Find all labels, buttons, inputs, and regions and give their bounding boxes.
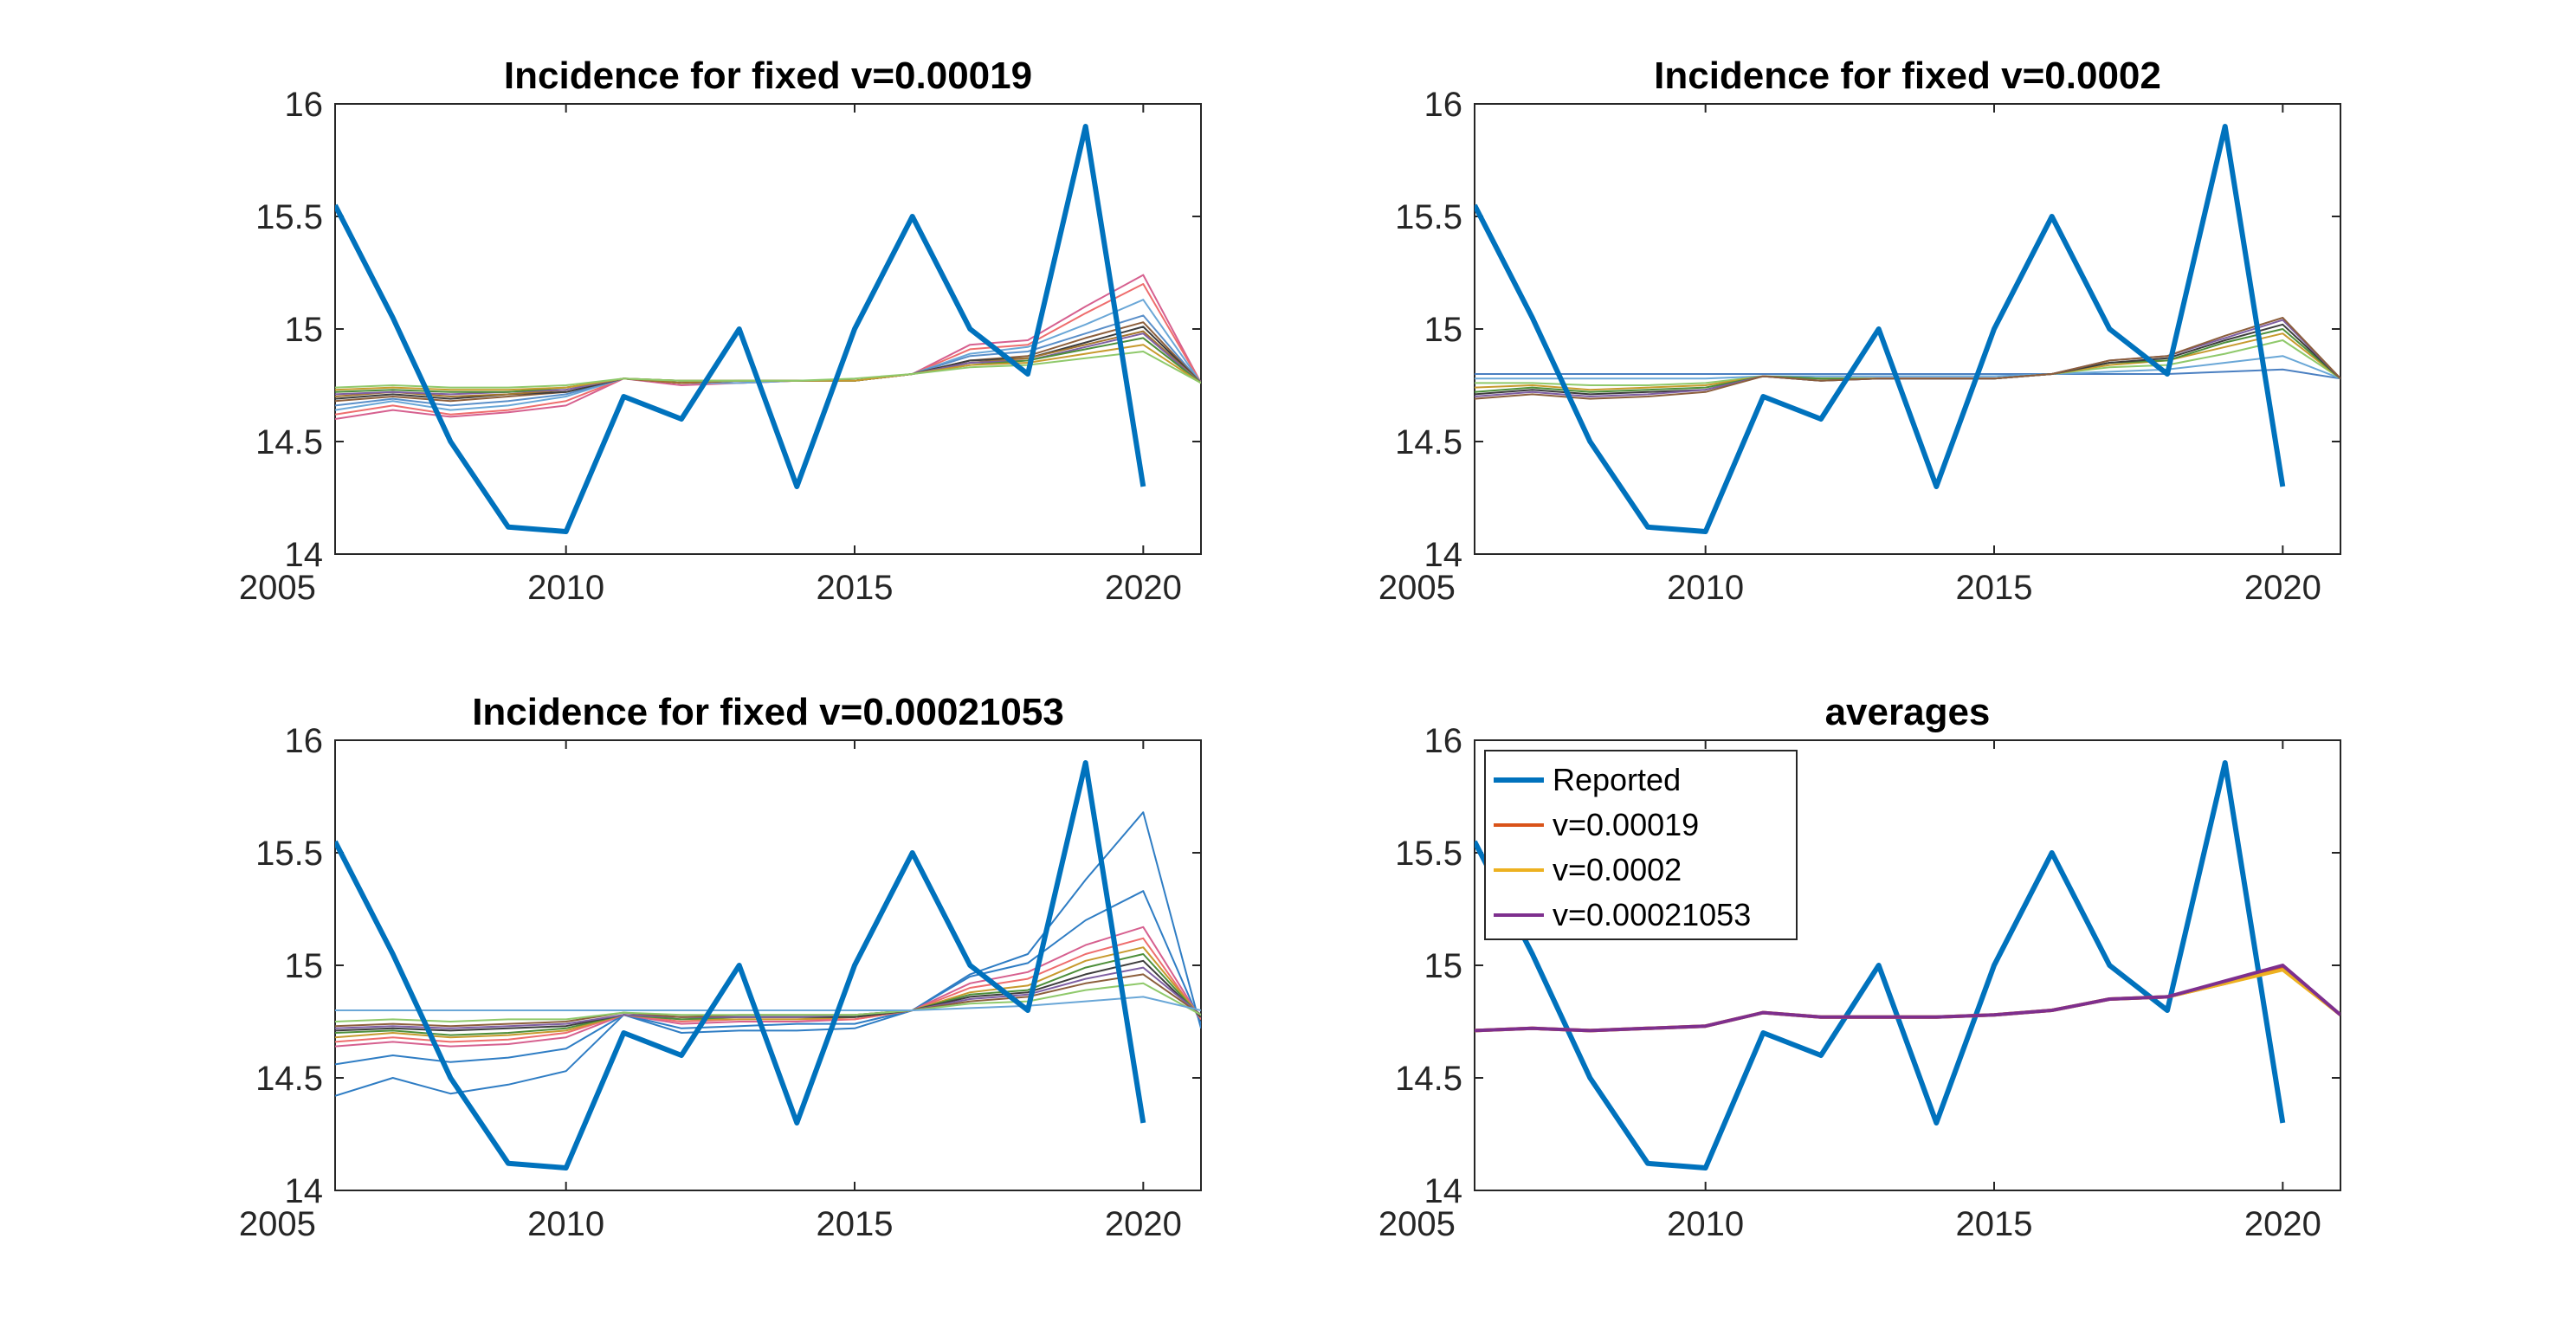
simulation-line: [335, 996, 1201, 1011]
plot-area: [1475, 760, 2340, 1171]
legend-label: Reported: [1553, 762, 1681, 797]
chart-title: Incidence for fixed v=0.0002: [1654, 55, 2161, 97]
x-tick-label: 2010: [527, 1205, 604, 1243]
x-tick-label: 2005: [1378, 1205, 1456, 1243]
x-tick-label: 2005: [1378, 569, 1456, 607]
simulation-line: [335, 811, 1201, 1097]
x-tick-label: 2015: [1956, 569, 2033, 607]
y-tick-label: 16: [285, 86, 324, 124]
reported-line: [1475, 124, 2286, 534]
y-tick-label: 16: [1424, 86, 1463, 124]
x-tick-label: 2015: [817, 1205, 894, 1243]
y-tick-label: 14.5: [255, 1060, 323, 1098]
x-tick-label: 2005: [239, 569, 316, 607]
y-tick-label: 16: [285, 722, 324, 760]
y-tick-label: 14: [1424, 1172, 1463, 1210]
simulation-line: [1475, 317, 2340, 400]
x-tick-label: 2010: [527, 569, 604, 607]
x-tick-label: 2020: [2244, 569, 2321, 607]
plot-area: [335, 124, 1201, 534]
legend-label: v=0.00019: [1553, 807, 1699, 842]
y-tick-label: 16: [1424, 722, 1463, 760]
simulation-line: [335, 890, 1201, 1066]
y-tick-label: 15.5: [1395, 198, 1462, 236]
simulation-line: [335, 966, 1201, 1029]
simulation-line: [335, 925, 1201, 1048]
simulation-line: [1475, 355, 2340, 380]
reported-line: [1475, 760, 2286, 1171]
reported-line: [335, 124, 1146, 534]
average-line-v=0.00021053: [1475, 964, 2340, 1033]
subplot-top-right: 14 14.5 15 15.5 16 2005 2010 2015 2020 Incidence …: [1378, 55, 2341, 607]
y-tick-label: 14.5: [255, 423, 323, 461]
simulation-line: [335, 351, 1201, 389]
x-tick-label: 2005: [239, 1205, 316, 1243]
x-tick-label: 2015: [1956, 1205, 2033, 1243]
x-tick-label: 2020: [1105, 1205, 1182, 1243]
y-tick-label: 15: [285, 311, 324, 349]
simulation-line: [335, 299, 1201, 411]
simulation-line: [335, 946, 1201, 1039]
subplot-bottom-left: 14 14.5 15 15.5 16 2005 2010 2015 2020 Incidence …: [239, 691, 1202, 1243]
x-tick-label: 2010: [1667, 1205, 1744, 1243]
plot-area: [335, 760, 1201, 1171]
simulation-line: [335, 982, 1201, 1022]
x-tick-label: 2010: [1667, 569, 1744, 607]
x-tick-label: 2015: [817, 569, 894, 607]
y-tick-label: 15.5: [255, 835, 323, 873]
y-tick-label: 15.5: [1395, 835, 1462, 873]
chart-title: averages: [1825, 691, 1991, 733]
simulation-line: [1475, 368, 2340, 380]
axes-box: [1474, 103, 2341, 555]
y-tick-label: 15: [1424, 311, 1463, 349]
chart-title: Incidence for fixed v=0.00021053: [472, 691, 1064, 733]
legend-label: v=0.00021053: [1553, 897, 1751, 932]
y-tick-label: 14: [285, 1172, 324, 1210]
legend: Reported v=0.00019 v=0.0002 v=0.00021053: [1484, 750, 1798, 940]
y-tick-label: 15: [285, 947, 324, 985]
axes-box: [334, 739, 1202, 1191]
y-tick-label: 14.5: [1395, 1060, 1462, 1098]
y-tick-label: 14: [285, 536, 324, 574]
reported-line: [335, 760, 1146, 1171]
chart-title: Incidence for fixed v=0.00019: [504, 55, 1032, 97]
subplot-bottom-right-averages: 14 14.5 15 15.5 16 2005 2010 2015 2020 averages Re…: [1378, 691, 2341, 1243]
plot-area: [1475, 124, 2340, 534]
axes-box: [334, 103, 1202, 555]
subplot-top-left: 14 14.5 15 15.5 16 2005 2010 2015 2020 Incidence …: [239, 55, 1202, 607]
x-tick-label: 2020: [2244, 1205, 2321, 1243]
x-tick-label: 2020: [1105, 569, 1182, 607]
y-tick-label: 14: [1424, 536, 1463, 574]
legend-label: v=0.0002: [1553, 852, 1682, 887]
y-tick-label: 14.5: [1395, 423, 1462, 461]
y-tick-label: 15: [1424, 947, 1463, 985]
y-tick-label: 15.5: [255, 198, 323, 236]
